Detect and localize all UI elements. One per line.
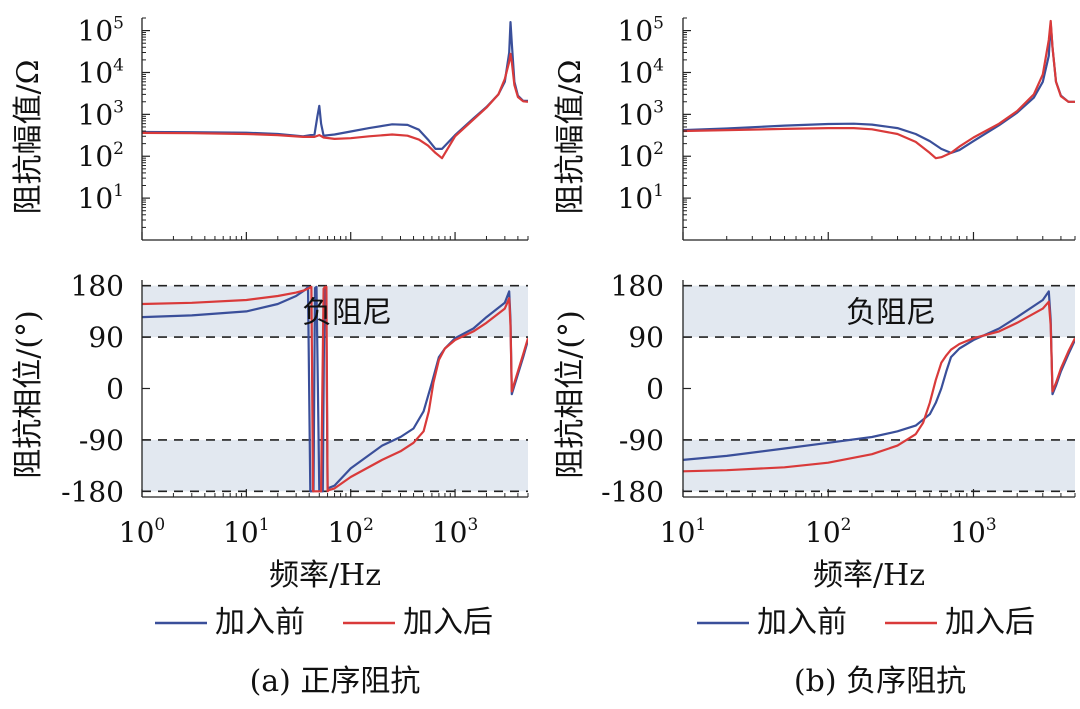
y-tick-label: 103 — [618, 97, 664, 131]
y-tick-label: 101 — [78, 181, 124, 215]
y-tick-label: -180 — [601, 475, 664, 508]
phase-ylabel: 阻抗相位/(°) — [553, 310, 588, 479]
legend: 加入前 加入后 — [155, 605, 493, 640]
panel-caption: (a) 正序阻抗 — [250, 664, 421, 699]
x-tick-label: 101 — [660, 515, 706, 549]
x-tick-label: 102 — [805, 515, 851, 549]
y-tick-label: -90 — [619, 424, 664, 457]
y-tick-label: -90 — [79, 424, 124, 457]
panel-b: 101 102 103 104 105 阻抗幅值/Ω 负阻尼 180 90 0 -90 -180 101… — [553, 14, 1076, 699]
legend-label-before: 加入前 — [757, 605, 847, 640]
negative-damping-label: 负阻尼 — [846, 295, 936, 330]
y-tick-label: 0 — [646, 373, 664, 406]
y-tick-label: 101 — [618, 181, 664, 215]
legend-label-before: 加入前 — [215, 605, 305, 640]
x-tick-label: 100 — [119, 515, 165, 549]
y-tick-label: 105 — [618, 14, 664, 48]
panel-a: 101 102 103 104 105 阻抗幅值/Ω 负阻尼 180 90 0 -90 -180 100… — [11, 14, 529, 699]
magnitude-ylabel: 阻抗幅值/Ω — [11, 60, 46, 215]
y-tick-label: 104 — [618, 55, 664, 89]
phase-ylabel: 阻抗相位/(°) — [11, 310, 46, 479]
negative-damping-band — [683, 285, 1075, 338]
x-axis-label: 频率/Hz — [269, 558, 381, 593]
phase-line-after — [142, 285, 528, 493]
negative-damping-band — [683, 439, 1075, 492]
legend: 加入前 加入后 — [697, 605, 1035, 640]
x-axis-label: 频率/Hz — [813, 558, 925, 593]
magnitude-ylabel: 阻抗幅值/Ω — [553, 60, 588, 215]
magnitude-plot: 101 102 103 104 105 阻抗幅值/Ω — [11, 14, 529, 241]
y-tick-label: 103 — [78, 97, 124, 131]
y-tick-label: 102 — [78, 139, 124, 173]
y-tick-label: 0 — [106, 373, 124, 406]
negative-damping-label: 负阻尼 — [302, 295, 392, 330]
y-tick-label: 102 — [618, 139, 664, 173]
x-tick-label: 102 — [327, 515, 373, 549]
y-tick-label: 90 — [88, 321, 124, 354]
x-tick-label: 101 — [223, 515, 269, 549]
negative-damping-band — [142, 439, 528, 492]
legend-label-after: 加入后 — [403, 605, 493, 640]
panel-caption: (b) 负序阻抗 — [794, 664, 966, 699]
y-tick-label: 90 — [628, 321, 664, 354]
magnitude-line-after — [142, 52, 528, 160]
magnitude-line-before — [142, 21, 528, 150]
x-tick-label: 103 — [950, 515, 996, 549]
magnitude-line-after — [683, 19, 1075, 160]
magnitude-line-before — [683, 22, 1075, 154]
phase-line-after — [683, 300, 1075, 473]
y-tick-label: 104 — [78, 55, 124, 89]
phase-line-before — [683, 290, 1075, 461]
y-tick-label: -180 — [61, 475, 124, 508]
negative-damping-band — [142, 285, 528, 338]
y-tick-label: 180 — [611, 270, 664, 303]
magnitude-plot: 101 102 103 104 105 阻抗幅值/Ω — [553, 14, 1076, 241]
phase-plot: 负阻尼 180 90 0 -90 -180 100 101 102 103 阻抗相位/(°) — [11, 270, 529, 549]
legend-label-after: 加入后 — [945, 605, 1035, 640]
y-tick-label: 180 — [71, 270, 124, 303]
y-tick-label: 105 — [78, 14, 124, 48]
x-tick-label: 103 — [432, 515, 478, 549]
phase-plot: 负阻尼 180 90 0 -90 -180 101 102 103 阻抗相位/(°) — [553, 270, 1076, 549]
